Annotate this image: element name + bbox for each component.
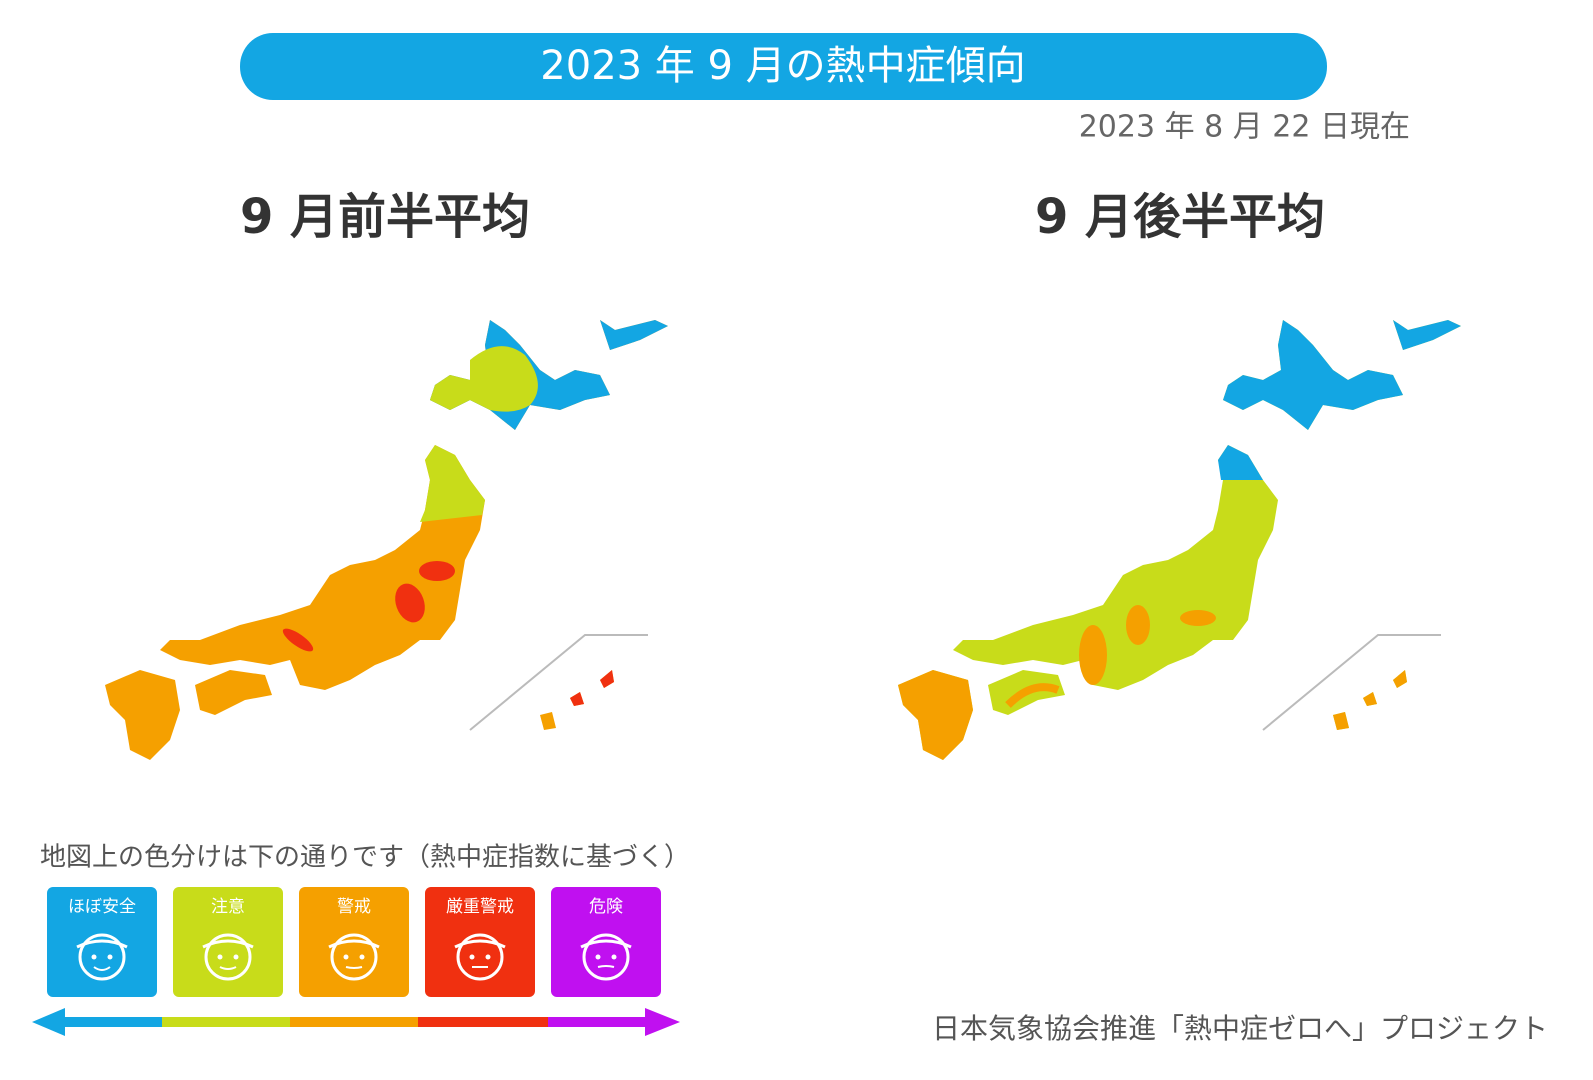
legend-icon bbox=[345, 966, 363, 969]
map-title: 9 月前半平均 bbox=[240, 189, 530, 245]
title-banner bbox=[240, 33, 1327, 100]
legend-icon bbox=[485, 954, 491, 960]
legend-icon bbox=[330, 933, 378, 981]
legend-icon bbox=[91, 954, 97, 960]
legend-icon bbox=[580, 939, 632, 949]
scale-arrow bbox=[32, 1008, 680, 1036]
legend-icon bbox=[359, 954, 365, 960]
legend-icon bbox=[582, 933, 630, 981]
legend-icon bbox=[76, 939, 128, 949]
title: 2023 年 9 月の熱中症傾向 bbox=[540, 43, 1025, 89]
legend-item: 警戒 bbox=[299, 887, 409, 997]
legend-icon bbox=[595, 954, 601, 960]
legend-icon bbox=[219, 966, 237, 970]
legend-item: 危険 bbox=[551, 887, 661, 997]
legend: ほぼ安全 注意 警戒 厳重警戒 危険 bbox=[47, 887, 661, 997]
legend-caption: 地図上の色分けは下の通りです（熱中症指数に基づく） bbox=[40, 843, 690, 873]
legend-icon bbox=[233, 954, 239, 960]
legend-icon bbox=[93, 966, 111, 971]
legend-label: 危険 bbox=[589, 897, 623, 917]
legend-label: 注意 bbox=[211, 897, 245, 917]
map-late bbox=[897, 319, 1462, 761]
legend-icon bbox=[107, 954, 113, 960]
legend-icon bbox=[597, 965, 615, 968]
legend-icon bbox=[611, 954, 617, 960]
legend-icon bbox=[78, 933, 126, 981]
legend-item: ほぼ安全 bbox=[47, 887, 157, 997]
legend-icon bbox=[328, 939, 380, 949]
map-title: 9 月後半平均 bbox=[1035, 189, 1325, 245]
date: 2023 年 8 月 22 日現在 bbox=[1079, 110, 1410, 145]
legend-label: 厳重警戒 bbox=[446, 897, 514, 917]
legend-icon bbox=[204, 933, 252, 981]
legend-item: 注意 bbox=[173, 887, 283, 997]
legend-item: 厳重警戒 bbox=[425, 887, 535, 997]
legend-icon bbox=[202, 939, 254, 949]
legend-icon bbox=[454, 939, 506, 949]
legend-icon bbox=[469, 954, 475, 960]
map-early bbox=[104, 319, 669, 761]
legend-icon bbox=[343, 954, 349, 960]
legend-icon bbox=[456, 933, 504, 981]
legend-label: ほぼ安全 bbox=[68, 897, 136, 917]
legend-icon bbox=[217, 954, 223, 960]
legend-label: 警戒 bbox=[337, 897, 371, 917]
footer: 日本気象協会推進「熱中症ゼロへ」プロジェクト bbox=[932, 1012, 1548, 1045]
